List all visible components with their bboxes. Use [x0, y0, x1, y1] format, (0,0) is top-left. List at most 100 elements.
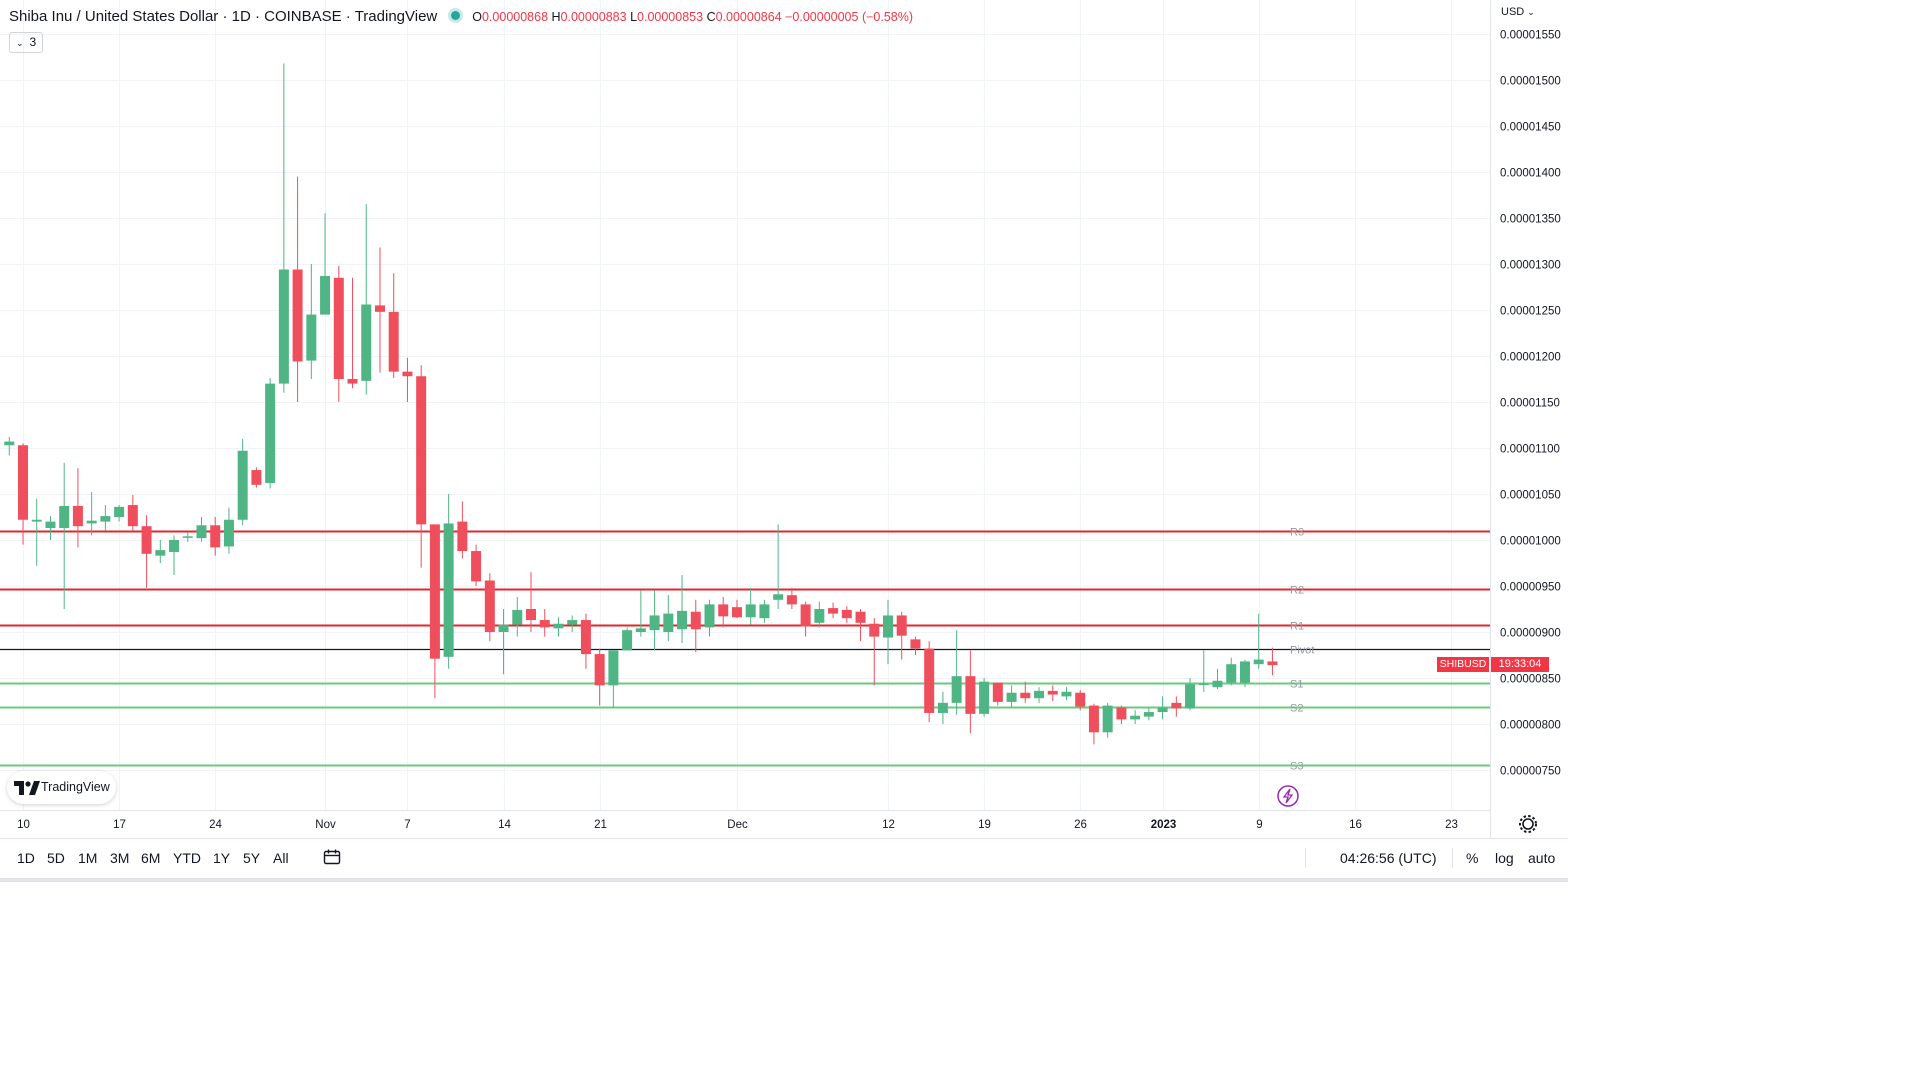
range-button-1y[interactable]: 1Y: [213, 850, 231, 866]
tradingview-logo-icon: [14, 781, 40, 795]
candle-body: [718, 604, 729, 617]
candle-body: [580, 620, 591, 655]
candle-up: [512, 597, 523, 637]
candle-up: [320, 213, 331, 315]
range-button-all[interactable]: All: [273, 850, 289, 866]
range-button-1m[interactable]: 1M: [78, 850, 98, 866]
candle-down: [965, 650, 976, 734]
candle-body: [937, 702, 948, 713]
candle-body: [72, 505, 83, 527]
time-tick-label: 7: [404, 819, 410, 831]
candle-down: [992, 682, 1003, 706]
candle-body: [992, 682, 1003, 702]
candle-body: [278, 269, 289, 384]
utc-clock[interactable]: 04:26:56 (UTC): [1340, 850, 1437, 866]
candle-body: [622, 630, 633, 651]
chart-title[interactable]: Shiba Inu / United States Dollar · 1D · …: [9, 8, 438, 25]
candle-up: [567, 615, 578, 632]
auto-scale-toggle[interactable]: auto: [1528, 850, 1556, 866]
high-value: 0.00000883: [560, 10, 627, 24]
candle-up: [31, 498, 42, 566]
price-tick-label: 0.00000950: [1500, 582, 1561, 594]
candle-body: [320, 275, 331, 315]
open-label: O: [472, 10, 482, 24]
currency-selector[interactable]: USD ⌄: [1501, 6, 1535, 18]
candle-down: [18, 443, 28, 545]
candle-body: [1143, 712, 1154, 717]
candle-up: [237, 438, 248, 526]
candle-up: [196, 517, 207, 542]
candle-body: [86, 520, 97, 524]
candle-body: [223, 519, 234, 547]
price-tick-label: 0.00000900: [1500, 628, 1561, 640]
candle-up: [745, 587, 756, 625]
indicators-toggle[interactable]: ⌄ 3: [9, 32, 44, 53]
candle-body: [965, 676, 976, 714]
candle-body: [841, 609, 852, 619]
candle-body: [196, 525, 207, 539]
candle-body: [333, 277, 344, 379]
candle-body: [663, 613, 674, 632]
candle-body: [512, 609, 523, 625]
range-button-ytd[interactable]: YTD: [173, 850, 201, 866]
candle-body: [690, 611, 701, 630]
candle-body: [1212, 680, 1223, 688]
range-button-5d[interactable]: 5D: [47, 850, 65, 866]
candle-body: [59, 505, 70, 529]
candle-body: [45, 521, 56, 529]
candle-up: [278, 63, 289, 393]
time-tick-label: 2023: [1151, 819, 1177, 831]
price-tick-label: 0.00001250: [1500, 306, 1561, 318]
range-button-5y[interactable]: 5Y: [243, 850, 261, 866]
low-value: 0.00000853: [637, 10, 704, 24]
bottom-toolbar: [0, 838, 1568, 879]
ohlc-values: O0.00000868 H0.00000883 L0.00000853 C0.0…: [472, 10, 913, 24]
candle-up: [155, 540, 166, 563]
candle-body: [388, 311, 399, 372]
percent-scale-toggle[interactable]: %: [1466, 850, 1479, 866]
tradingview-logo[interactable]: TradingView: [7, 771, 116, 804]
settings-gear-icon[interactable]: [1519, 815, 1537, 833]
chevron-down-icon: ⌄: [16, 38, 24, 48]
candle-up: [635, 590, 646, 637]
chevron-down-icon: ⌄: [1527, 7, 1535, 17]
candle-down: [910, 636, 921, 655]
candle-down: [457, 501, 468, 559]
pivot-levels: [0, 530, 1490, 767]
candle-down: [251, 467, 262, 488]
range-button-1d[interactable]: 1D: [17, 850, 35, 866]
range-button-3m[interactable]: 3M: [110, 850, 130, 866]
candle-body: [1239, 661, 1250, 683]
candle-body: [1198, 683, 1209, 686]
lightning-icon[interactable]: [1277, 785, 1299, 807]
candle-body: [786, 595, 797, 605]
candle-down: [1116, 705, 1127, 724]
candle-body: [1253, 659, 1264, 665]
candle-down: [374, 247, 385, 373]
candle-down: [731, 599, 742, 619]
candle-up: [1185, 678, 1196, 711]
candle-up: [361, 204, 372, 395]
candle-up: [882, 599, 893, 665]
time-tick-label: 10: [17, 819, 30, 831]
range-button-6m[interactable]: 6M: [141, 850, 161, 866]
candle-down: [127, 494, 138, 531]
price-tick-label: 0.00000800: [1500, 720, 1561, 732]
candle-up: [608, 650, 619, 708]
date-range-calendar-icon[interactable]: [323, 849, 341, 868]
candle-down: [828, 602, 839, 619]
toolbar-divider: [1452, 848, 1453, 868]
indicators-count: 3: [29, 35, 37, 49]
candle-down: [580, 613, 591, 669]
candle-body: [855, 611, 866, 623]
log-scale-toggle[interactable]: log: [1495, 850, 1514, 866]
candle-down: [141, 515, 152, 588]
candle-down: [429, 524, 440, 699]
candle-up: [663, 595, 674, 642]
price-tick-label: 0.00001500: [1500, 76, 1561, 88]
candle-up: [814, 601, 825, 628]
candle-down: [539, 609, 550, 637]
candle-body: [594, 654, 605, 686]
price-tick-label: 0.00001400: [1500, 168, 1561, 180]
